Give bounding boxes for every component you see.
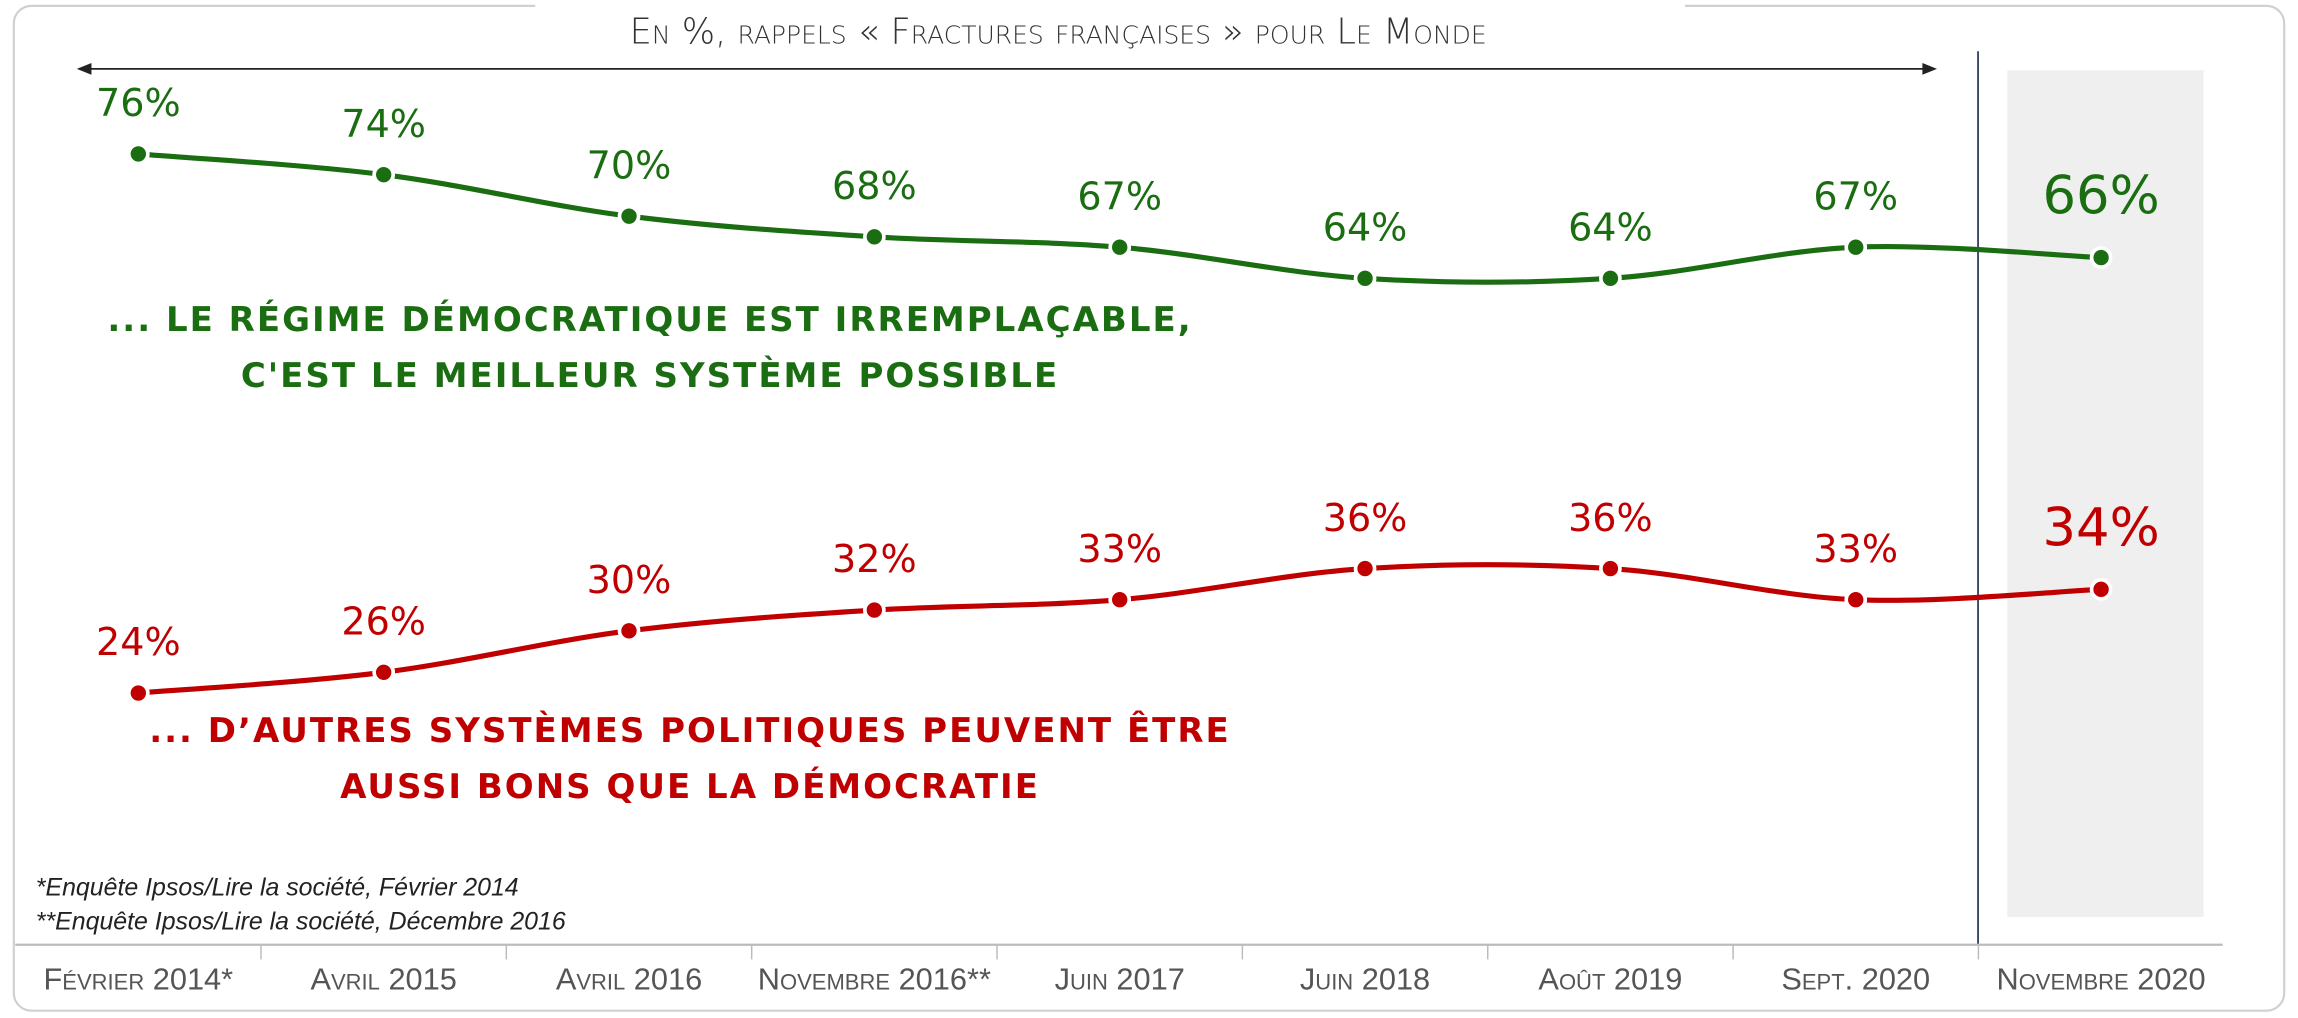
data-label: 67%	[1077, 174, 1162, 218]
point	[2089, 577, 2113, 601]
data-label: 34%	[2042, 497, 2159, 558]
point	[126, 142, 150, 166]
x-tick-label: Sept. 2020	[1781, 962, 1930, 997]
footnote: *Enquête Ipsos/Lire la société, Février …	[36, 874, 519, 902]
frame	[12, 4, 2286, 1012]
footnote: **Enquête Ipsos/Lire la société, Décembr…	[36, 907, 566, 935]
point	[1599, 266, 1622, 290]
data-label: 36%	[1323, 496, 1408, 540]
point	[863, 225, 886, 249]
data-label: 64%	[1323, 205, 1408, 249]
x-tick-label: Février 2014*	[44, 962, 234, 997]
x-tick-label: Juin 2017	[1055, 962, 1185, 997]
point	[863, 598, 886, 622]
series-label: ... LE RÉGIME DÉMOCRATIQUE EST IRREMPLAÇ…	[107, 300, 1193, 396]
highlight-band	[2007, 70, 2204, 917]
point	[372, 660, 396, 684]
chart-title: En %, rappels « Fractures françaises » p…	[630, 12, 1487, 53]
data-label: 66%	[2042, 166, 2159, 227]
data-label: 68%	[832, 164, 917, 208]
point	[2089, 246, 2113, 269]
data-label: 36%	[1568, 496, 1653, 540]
data-label: 76%	[96, 81, 181, 125]
series-label: ... D’AUTRES SYSTÈMES POLITIQUES PEUVENT…	[149, 711, 1231, 807]
point	[617, 204, 641, 228]
point	[372, 163, 396, 187]
x-tick-label: Novembre 2020	[1996, 962, 2205, 997]
point	[1353, 266, 1377, 290]
point	[617, 619, 641, 643]
data-label: 33%	[1813, 527, 1898, 571]
point	[126, 681, 150, 705]
data-label: 74%	[341, 102, 426, 146]
title-gap	[535, 0, 1686, 18]
series-line	[138, 562, 2102, 696]
point	[1108, 588, 1132, 612]
point	[1599, 557, 1622, 580]
data-label: 67%	[1813, 174, 1898, 218]
point	[1108, 235, 1132, 259]
data-label: 64%	[1568, 205, 1653, 249]
x-tick-label: Novembre 2016**	[758, 962, 991, 997]
data-label: 33%	[1077, 527, 1162, 571]
point	[1844, 235, 1868, 259]
x-tick-label: Juin 2018	[1300, 962, 1430, 997]
data-label: 32%	[832, 537, 917, 581]
x-tick-label: Août 2019	[1538, 962, 1682, 997]
point	[1844, 588, 1868, 612]
data-label: 70%	[587, 143, 672, 187]
data-label: 26%	[341, 599, 426, 643]
data-label: 24%	[96, 620, 181, 664]
data-label: 30%	[587, 558, 672, 602]
point	[1353, 557, 1377, 580]
x-tick-label: Avril 2016	[556, 962, 702, 997]
x-tick-label: Avril 2015	[310, 962, 456, 997]
